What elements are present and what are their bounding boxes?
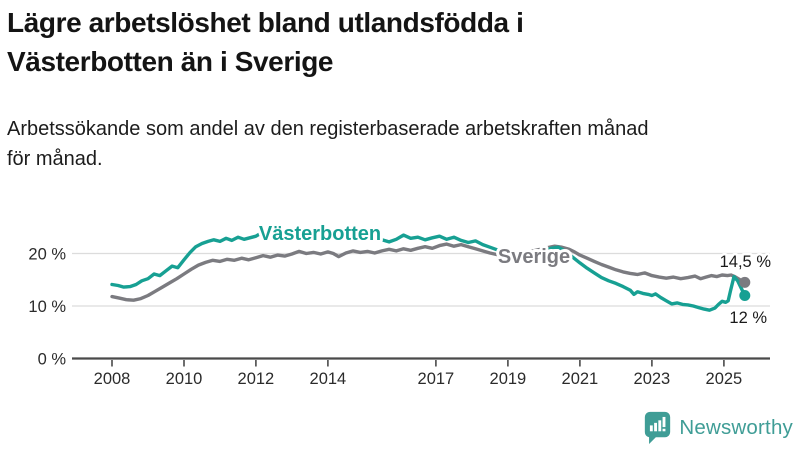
series-line-sverige	[110, 242, 747, 302]
x-axis-tick-label: 2019	[490, 370, 527, 388]
chart-subtitle: Arbetssökande som andel av den registerb…	[7, 114, 793, 175]
series-label-vasterbotten: Västerbotten	[259, 223, 381, 245]
x-axis-tick-label: 2021	[562, 370, 599, 388]
x-axis-tick-label: 2014	[310, 370, 347, 388]
subtitle-line-1: Arbetssökande som andel av den registerb…	[7, 118, 649, 140]
y-axis-tick-label: 20 %	[28, 246, 66, 264]
subtitle-line-2: för månad.	[7, 148, 103, 171]
x-axis-tick-label: 2012	[238, 370, 275, 388]
series-end-dot-sverige	[739, 276, 751, 288]
x-axis-tick-label: 2023	[634, 370, 671, 388]
title-line-2: Västerbotten än i Sverige	[7, 45, 334, 77]
x-axis-tick-label: 2008	[94, 370, 131, 388]
end-value-label-sverige: 14,5 %	[720, 253, 772, 271]
newsworthy-logo-text: Newsworthy	[679, 415, 793, 439]
x-axis-tick-label: 2025	[706, 370, 743, 388]
x-axis-tick-label: 2017	[418, 370, 455, 388]
series-end-dot-vasterbotten	[739, 290, 751, 301]
end-value-label-vasterbotten: 12 %	[729, 309, 767, 327]
y-axis-tick-label: 0 %	[38, 351, 67, 369]
newsworthy-logo[interactable]: Newsworthy	[644, 411, 793, 444]
newsworthy-logo-icon	[644, 411, 671, 444]
series-line-vasterbotten	[110, 230, 747, 312]
series-label-sverige: Sverige	[498, 246, 570, 268]
title-line-1: Lägre arbetslöshet bland utlandsfödda i	[7, 7, 524, 38]
page-title: Lägre arbetslöshet bland utlandsfödda i …	[7, 4, 707, 81]
y-axis-tick-label: 10 %	[28, 298, 66, 316]
x-axis-tick-label: 2010	[166, 370, 203, 388]
